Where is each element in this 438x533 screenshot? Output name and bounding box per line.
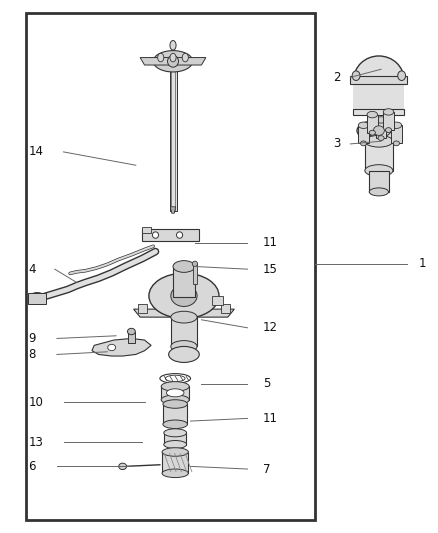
Bar bbox=[162, 452, 188, 473]
Bar bbox=[376, 120, 386, 138]
Ellipse shape bbox=[177, 232, 183, 238]
Bar bbox=[391, 125, 402, 143]
Ellipse shape bbox=[358, 122, 369, 128]
Ellipse shape bbox=[170, 41, 176, 50]
Bar bbox=[212, 296, 223, 305]
Ellipse shape bbox=[170, 53, 176, 62]
Ellipse shape bbox=[162, 469, 188, 478]
Ellipse shape bbox=[153, 51, 193, 72]
Bar bbox=[369, 171, 389, 192]
Text: 7: 7 bbox=[263, 463, 270, 475]
Text: 5: 5 bbox=[263, 377, 270, 390]
Text: 11: 11 bbox=[263, 236, 278, 249]
Ellipse shape bbox=[163, 400, 187, 408]
Ellipse shape bbox=[169, 346, 199, 362]
Bar bbox=[163, 404, 187, 424]
Ellipse shape bbox=[373, 126, 385, 135]
Ellipse shape bbox=[28, 293, 46, 304]
Ellipse shape bbox=[166, 389, 184, 397]
Text: 15: 15 bbox=[263, 263, 278, 276]
Ellipse shape bbox=[357, 120, 401, 141]
Text: 9: 9 bbox=[28, 332, 36, 345]
Ellipse shape bbox=[161, 395, 189, 405]
Text: 1: 1 bbox=[418, 257, 426, 270]
Ellipse shape bbox=[391, 122, 402, 128]
Ellipse shape bbox=[119, 463, 127, 470]
Bar bbox=[193, 264, 197, 284]
Ellipse shape bbox=[168, 55, 179, 67]
Ellipse shape bbox=[352, 71, 360, 80]
Text: 13: 13 bbox=[28, 436, 43, 449]
Ellipse shape bbox=[171, 285, 197, 306]
Bar bbox=[26, 13, 315, 520]
Ellipse shape bbox=[163, 420, 187, 429]
Bar bbox=[161, 386, 189, 400]
Ellipse shape bbox=[365, 135, 393, 147]
Bar bbox=[128, 332, 135, 343]
Text: 3: 3 bbox=[333, 138, 340, 150]
Ellipse shape bbox=[365, 165, 393, 176]
Bar bbox=[358, 125, 369, 143]
Ellipse shape bbox=[369, 130, 375, 135]
Ellipse shape bbox=[127, 328, 135, 335]
Ellipse shape bbox=[108, 344, 116, 351]
Ellipse shape bbox=[161, 382, 189, 391]
Bar bbox=[170, 61, 177, 211]
Text: 11: 11 bbox=[263, 412, 278, 425]
Ellipse shape bbox=[171, 311, 197, 323]
Ellipse shape bbox=[367, 124, 391, 137]
Ellipse shape bbox=[383, 109, 394, 115]
Ellipse shape bbox=[164, 440, 187, 449]
Bar bbox=[142, 229, 199, 241]
Ellipse shape bbox=[376, 117, 386, 123]
Polygon shape bbox=[140, 58, 206, 65]
Text: 8: 8 bbox=[28, 348, 36, 361]
Bar bbox=[365, 141, 393, 171]
Text: 6: 6 bbox=[28, 460, 36, 473]
Bar bbox=[350, 76, 407, 84]
Ellipse shape bbox=[398, 71, 406, 80]
Bar bbox=[383, 112, 394, 130]
Ellipse shape bbox=[162, 448, 188, 456]
Ellipse shape bbox=[367, 111, 378, 118]
Ellipse shape bbox=[171, 341, 197, 352]
Bar bbox=[142, 227, 151, 233]
Bar bbox=[28, 293, 46, 304]
Ellipse shape bbox=[369, 188, 389, 196]
Ellipse shape bbox=[393, 141, 399, 146]
Ellipse shape bbox=[164, 429, 187, 437]
Ellipse shape bbox=[192, 261, 198, 266]
Bar bbox=[353, 80, 404, 109]
Ellipse shape bbox=[182, 53, 188, 62]
Polygon shape bbox=[134, 309, 234, 317]
Bar bbox=[353, 109, 404, 115]
Ellipse shape bbox=[149, 273, 219, 318]
Bar bbox=[138, 304, 147, 313]
Bar bbox=[221, 304, 230, 313]
Ellipse shape bbox=[173, 261, 195, 272]
Ellipse shape bbox=[152, 232, 159, 238]
Polygon shape bbox=[170, 207, 176, 213]
Text: 2: 2 bbox=[333, 71, 340, 84]
Ellipse shape bbox=[360, 141, 367, 146]
Text: 10: 10 bbox=[28, 396, 43, 409]
Ellipse shape bbox=[378, 136, 384, 141]
Polygon shape bbox=[92, 338, 151, 356]
Text: 4: 4 bbox=[28, 263, 36, 276]
Ellipse shape bbox=[158, 53, 164, 62]
Ellipse shape bbox=[385, 127, 392, 133]
Bar bbox=[164, 433, 186, 445]
Ellipse shape bbox=[166, 375, 185, 382]
Bar bbox=[173, 266, 195, 297]
Text: 14: 14 bbox=[28, 146, 43, 158]
Bar bbox=[367, 115, 378, 133]
Text: 12: 12 bbox=[263, 321, 278, 334]
Ellipse shape bbox=[354, 56, 404, 104]
Bar bbox=[171, 317, 197, 346]
Ellipse shape bbox=[160, 374, 191, 383]
